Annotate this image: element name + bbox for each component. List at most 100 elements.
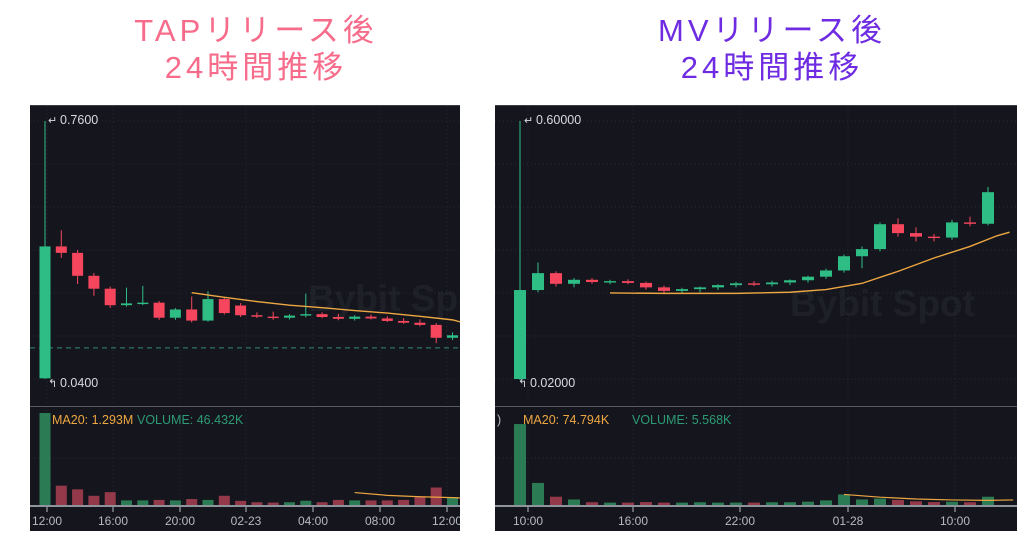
volume-bar [784,502,796,505]
candle-body [658,287,670,291]
candle-body [964,222,976,224]
candle-body [838,256,850,271]
candle-body [55,246,67,253]
right-chart-title-line1: MVリリース後 [658,13,886,48]
candle-body [121,303,132,306]
volume-bar [55,485,67,505]
candle-body [892,224,904,234]
time-axis-label: 12:00 [432,514,460,528]
volume-bar [658,502,670,505]
time-axis-label: 10:00 [940,514,970,528]
volume-bar [928,502,940,505]
mv-candlestick-chart[interactable]: Bybit Spot ↵ 0.60000 ↰ 0.02000) MA20: 74.794K… [495,105,1017,531]
mv-chart-canvas[interactable]: Bybit Spot ↵ 0.60000 ↰ 0.02000) MA20: 74.794K… [495,106,1017,531]
volume-bar [676,502,688,505]
candle-body [365,316,377,319]
volume-ma20-line [843,493,1014,502]
candle-body [730,283,742,286]
candle-body [550,273,562,284]
volume-bar [910,501,922,505]
volume-bar [284,502,295,505]
candle-body [153,302,165,318]
clipped-pane-label: ) [497,413,501,427]
volume-bar [514,424,526,505]
candle-body [676,289,688,291]
volume-bar [72,489,84,505]
candle-body [186,309,198,321]
volume-bar [694,502,706,505]
volume-bar [235,500,247,505]
candle-body [235,305,247,316]
time-axis-label: 02-23 [231,514,262,528]
candle-body [218,299,230,314]
candle-body [39,246,51,379]
candle-body [532,273,544,291]
volume-bar [104,492,116,505]
time-axis-label: 12:00 [32,514,62,528]
volume-bar [153,499,165,505]
candle-body [910,233,922,237]
volume-bar [550,496,562,505]
volume-bar [838,494,850,505]
volume-bar [820,500,832,505]
candle-body [946,222,958,238]
candle-body [349,316,361,319]
candle-body [398,320,410,323]
volume-bar [381,500,393,505]
grid-lines [495,106,1017,506]
candle-body [137,302,149,305]
volume-bar [218,495,230,505]
candle-body [694,287,706,290]
volume-bar [39,413,51,505]
volume-bar [137,500,149,505]
candle-body [381,318,393,321]
volume-bar [766,502,778,505]
candles [514,121,994,380]
volume-bar [398,499,410,505]
candle-body [267,316,279,319]
time-axis-label: 08:00 [365,514,395,528]
candle-body [712,285,724,288]
right-chart-title-line2: 24時間推移 [680,50,864,85]
volume-bar [121,500,132,505]
volume-bar [802,501,814,505]
time-axis-label: 16:00 [618,514,648,528]
volume-bar [892,499,904,505]
candle-body [820,270,832,277]
candle-body [72,252,84,276]
volume-bar [856,499,868,505]
volume-ma20-label: MA20: 74.794K [523,413,610,427]
volume-bar [532,482,544,505]
volume-bar [349,500,361,505]
time-axis-label: 16:00 [98,514,128,528]
candle-body [447,335,458,338]
candle-body [874,224,886,250]
volume-bar [604,502,616,505]
volume-bar [622,502,634,505]
bybit-watermark: Bybit Spot [790,283,975,324]
volume-bar [874,498,886,505]
volume-bar [414,497,426,505]
volume-bars [39,413,458,505]
ma20-line [609,231,1010,295]
volume-ma20-line [354,491,460,499]
volume-bar [332,499,344,505]
volume-bar [316,502,328,505]
candle-body [622,281,634,283]
low-price-label: 0.0400 [60,376,98,390]
time-axis: 12:00 16:00 20:00 02-23 04:00 08:00 12:00 [32,507,460,528]
candle-body [928,236,940,239]
candle-body [332,317,344,319]
low-price-label: 0.02000 [530,376,575,390]
high-price-label: 0.7600 [60,113,98,127]
candle-body [604,281,616,283]
volume-bar [88,495,100,505]
volume-bar [430,487,442,505]
candle-body [586,279,598,283]
candle-body [766,282,778,285]
volume-bar [169,500,181,505]
candle-body [316,314,328,318]
candle-body [169,309,181,318]
